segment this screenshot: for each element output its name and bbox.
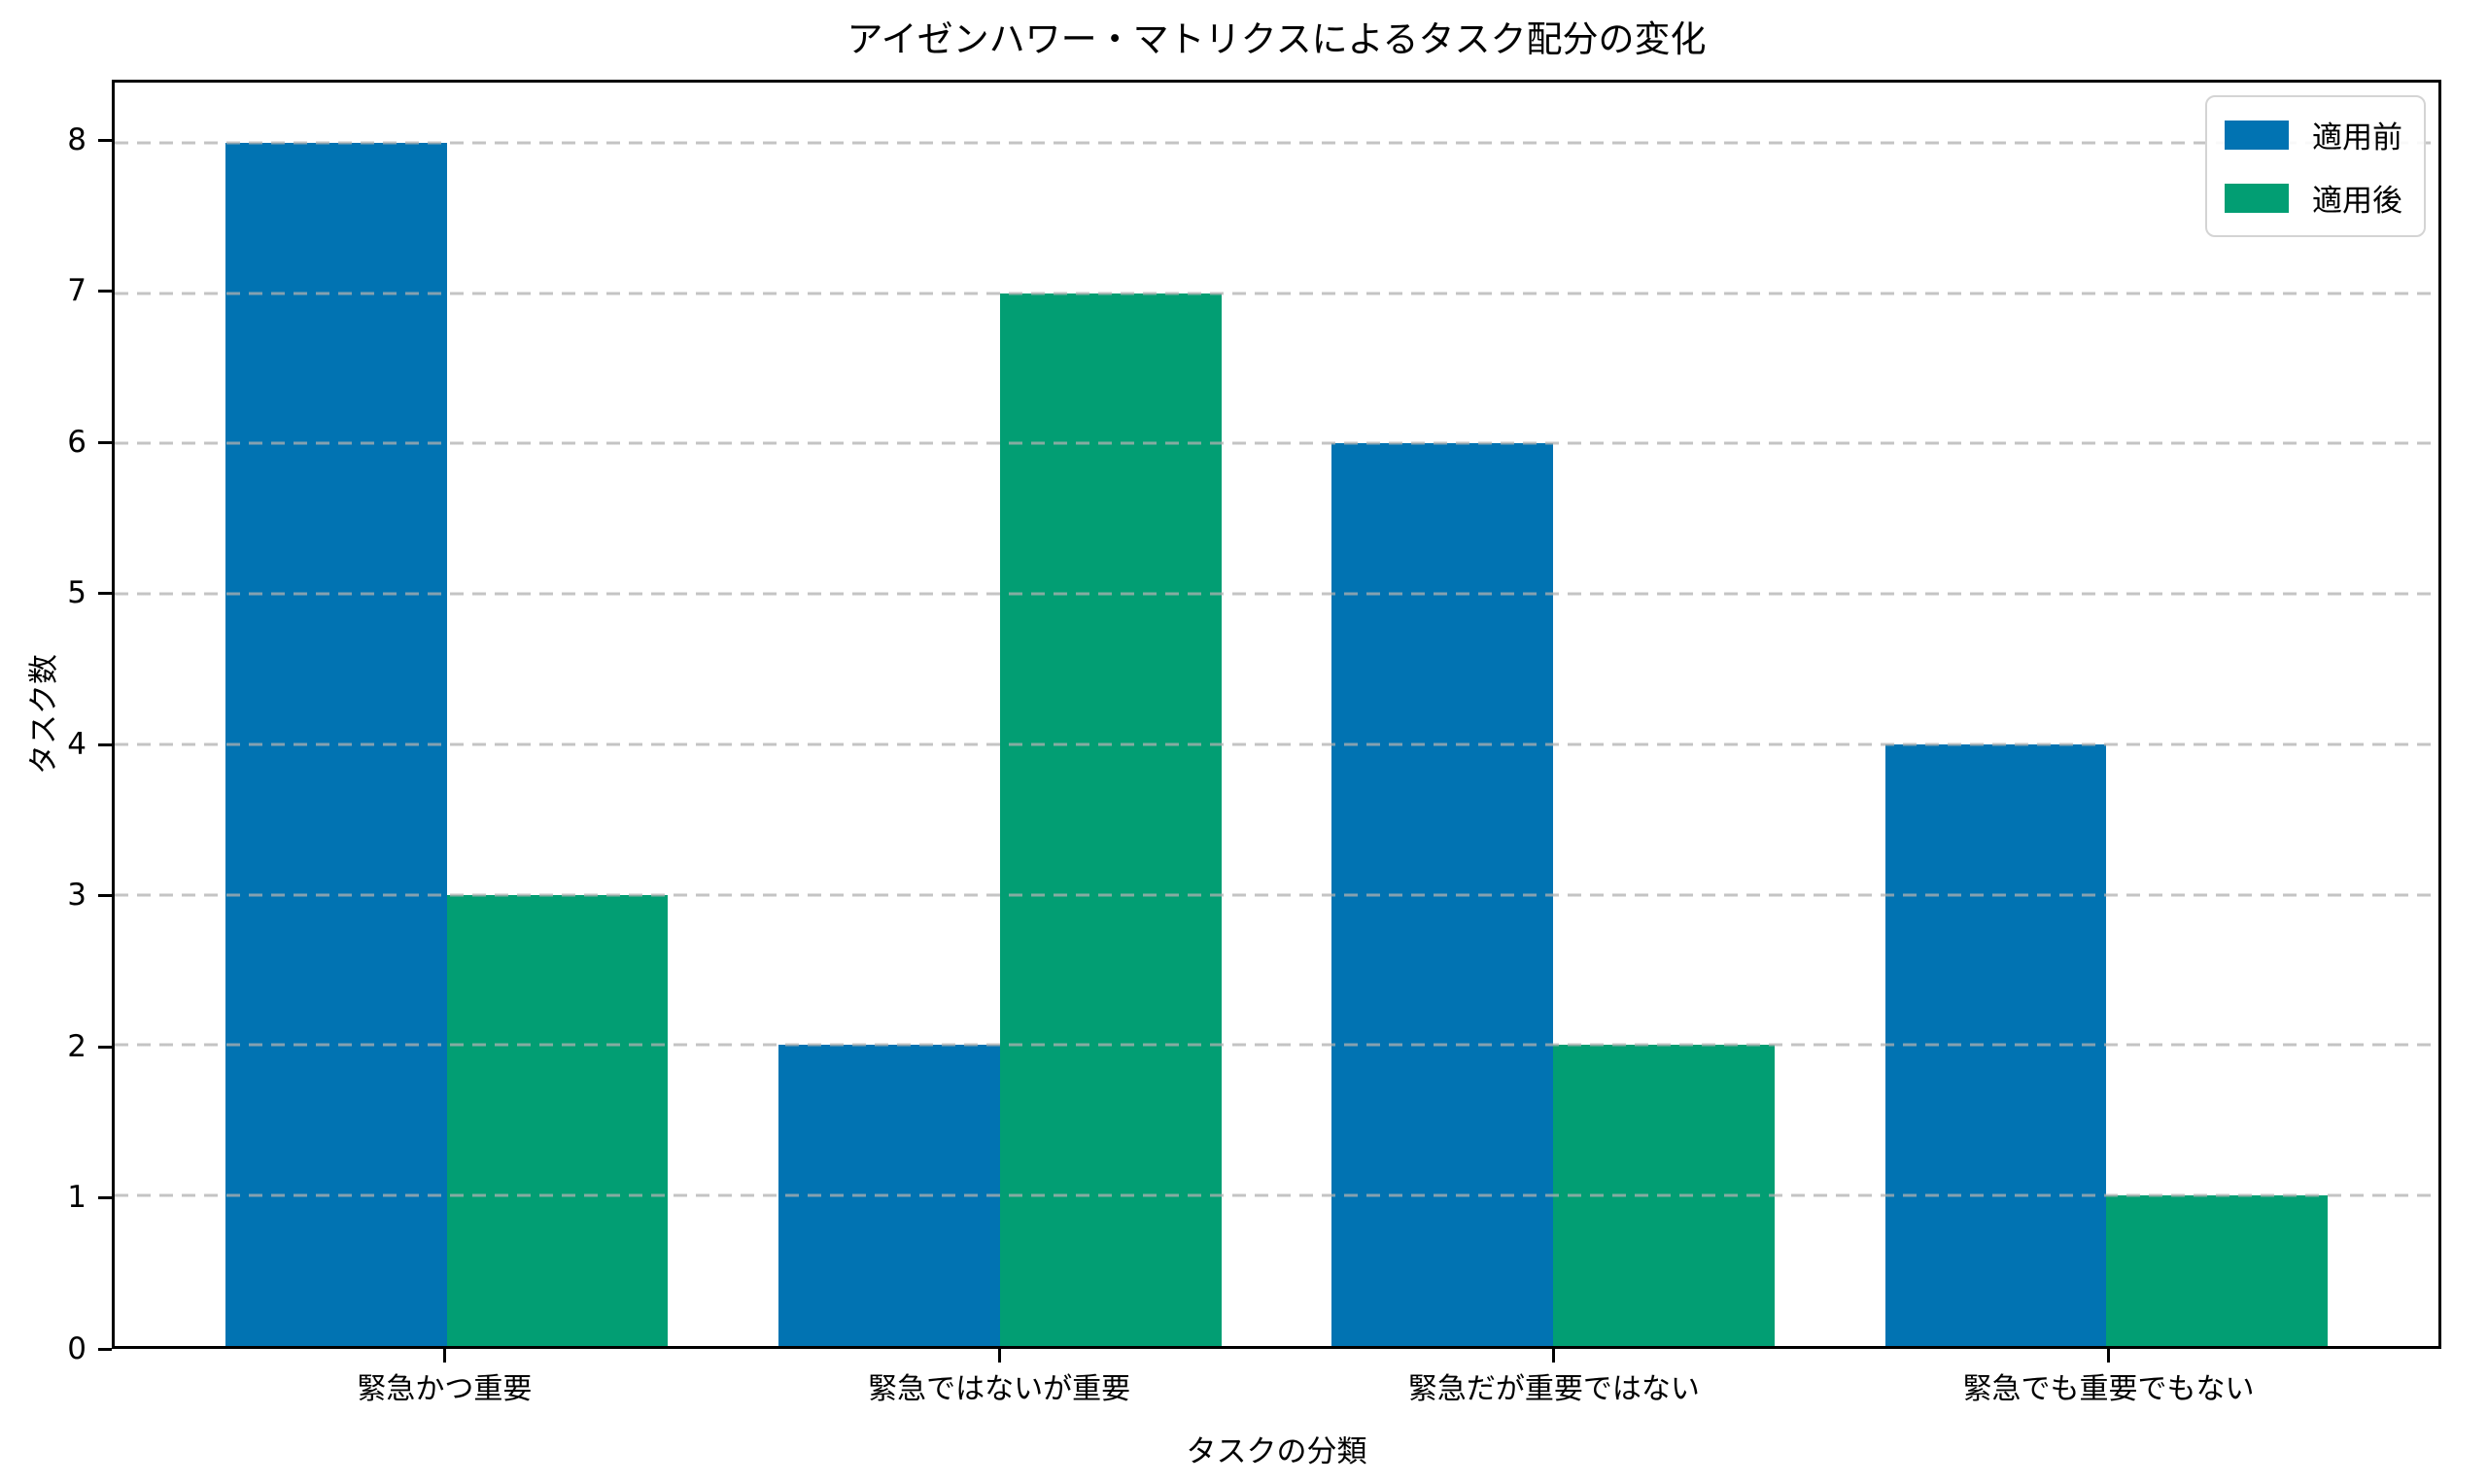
- x-tick-label-cat1: 緊急かつ重要: [357, 1372, 533, 1406]
- legend-swatch-2: [2225, 183, 2289, 213]
- y-tick-label: 3: [67, 878, 86, 914]
- bar-series2-cat4: [2106, 1195, 2329, 1346]
- bar-series2-cat1: [446, 894, 669, 1346]
- y-tick-label: 1: [67, 1180, 86, 1216]
- legend-item-1: 適用前: [2225, 113, 2402, 156]
- legend: 適用前 適用後: [2205, 95, 2426, 237]
- x-tick-label-cat4: 緊急でも重要でもない: [1962, 1372, 2255, 1406]
- chart-title: アイゼンハワー・マトリクスによるタスク配分の変化: [847, 18, 1707, 60]
- y-tick-mark: [98, 894, 112, 898]
- gridline: [115, 141, 2438, 145]
- gridline: [115, 1193, 2438, 1197]
- y-tick-mark: [98, 290, 112, 293]
- y-tick-mark: [98, 1196, 112, 1200]
- gridline: [115, 893, 2438, 897]
- y-tick-mark: [98, 1045, 112, 1049]
- x-axis-label: タスクの分類: [1186, 1434, 1367, 1469]
- gridline: [115, 1043, 2438, 1047]
- y-tick-label: 0: [67, 1330, 86, 1366]
- gridline: [115, 292, 2438, 295]
- y-tick-mark: [98, 1347, 112, 1351]
- x-tick-mark: [2107, 1349, 2111, 1363]
- y-tick-mark: [98, 592, 112, 596]
- x-tick-label-cat2: 緊急ではないが重要: [868, 1372, 1131, 1406]
- x-tick-label-cat3: 緊急だが重要ではない: [1407, 1372, 1700, 1406]
- gridline: [115, 441, 2438, 445]
- y-tick-mark: [98, 440, 112, 444]
- plot-area: 適用前 適用後: [112, 80, 2441, 1349]
- x-tick-mark: [997, 1349, 1001, 1363]
- y-tick-mark: [98, 742, 112, 746]
- x-tick-mark: [1552, 1349, 1556, 1363]
- legend-swatch-1: [2225, 120, 2289, 150]
- legend-label-1: 適用前: [2312, 121, 2402, 155]
- y-tick-label: 6: [67, 424, 86, 460]
- x-tick-mark: [442, 1349, 446, 1363]
- y-tick-label: 5: [67, 575, 86, 611]
- y-tick-label: 7: [67, 273, 86, 309]
- gridline: [115, 742, 2438, 746]
- y-tick-label: 2: [67, 1028, 86, 1064]
- y-tick-label: 8: [67, 121, 86, 157]
- y-tick-label: 4: [67, 726, 86, 762]
- legend-item-2: 適用後: [2225, 176, 2402, 220]
- y-tick-mark: [98, 138, 112, 142]
- bar-series2-cat2: [999, 293, 1222, 1346]
- legend-label-2: 適用後: [2312, 184, 2402, 219]
- gridline: [115, 592, 2438, 596]
